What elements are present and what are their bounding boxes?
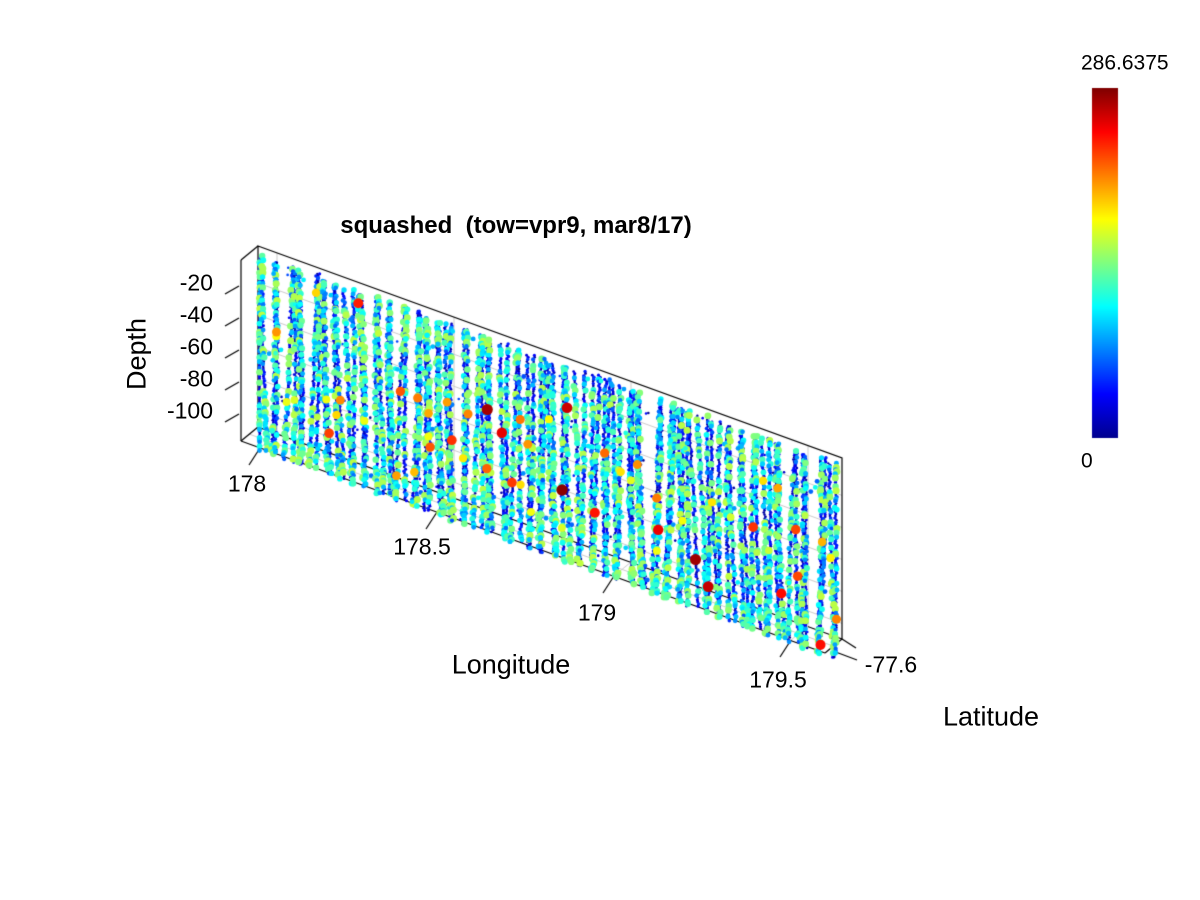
y-tick-label: -77.6 (864, 651, 918, 678)
z-tick-label: -80 (179, 365, 213, 392)
z-tick-label: -60 (179, 333, 213, 360)
x-tick-label: 179 (577, 599, 617, 626)
plot-title: squashed (tow=vpr9, mar8/17) (340, 212, 692, 239)
x-tick-label: 179.5 (749, 666, 807, 693)
x-axis-label: Longitude (451, 649, 571, 680)
z-tick-label: -100 (166, 397, 213, 424)
colorbar-max-label: 286.6375 (1081, 51, 1169, 75)
x-tick-label: 178 (227, 470, 267, 497)
x-tick-label: 178.5 (393, 533, 451, 560)
z-tick-label: -20 (179, 269, 213, 296)
colorbar-min-label: 0 (1081, 449, 1093, 473)
z-tick-label: -40 (179, 301, 213, 328)
y-axis-label: Latitude (942, 701, 1040, 732)
z-axis-label: Depth (121, 317, 152, 391)
